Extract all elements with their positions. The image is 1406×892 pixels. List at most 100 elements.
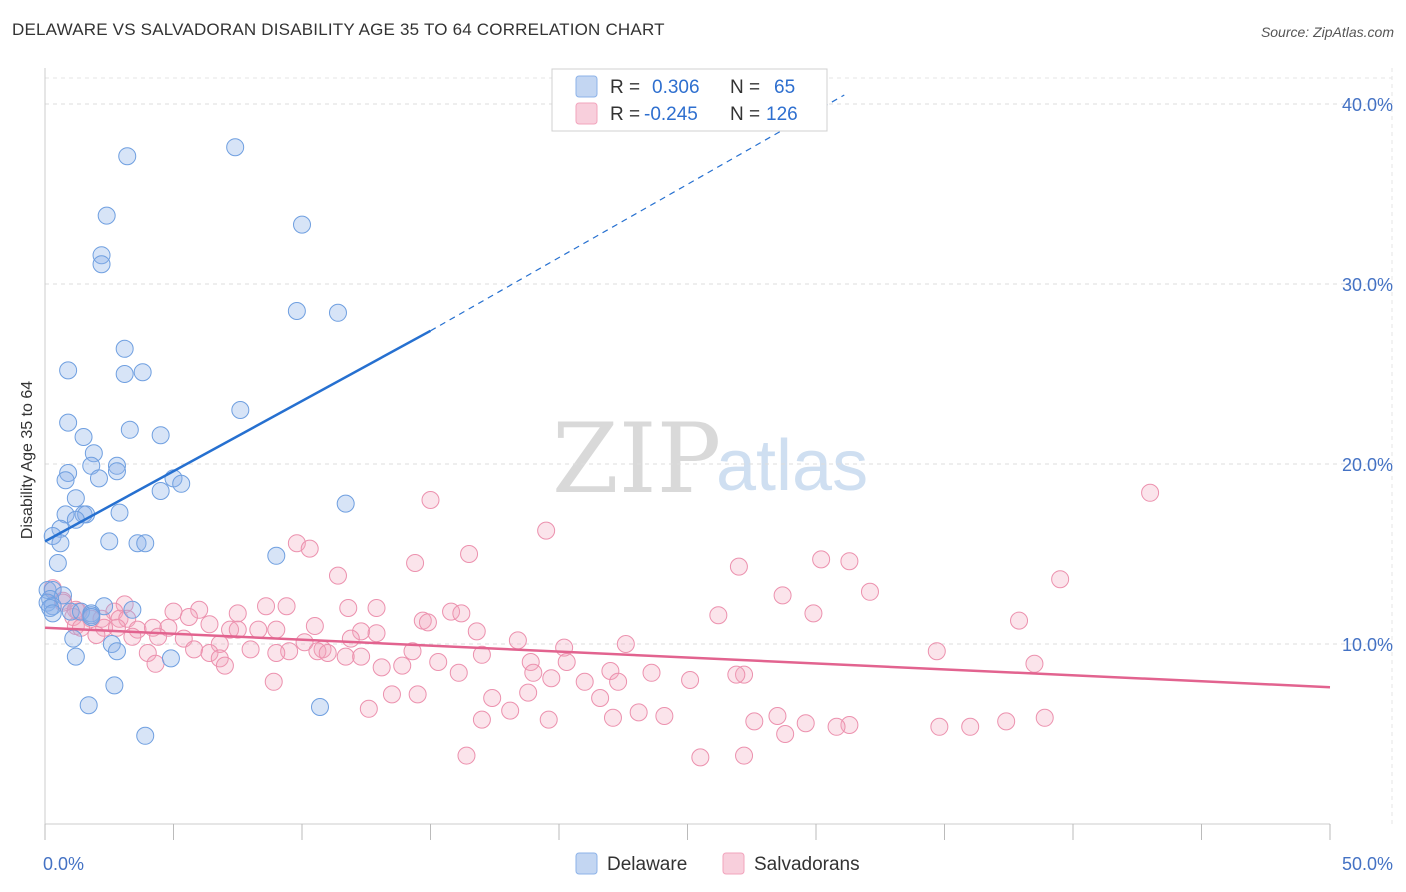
salvadorans-point-97 xyxy=(727,665,746,684)
salvadorans-point-46 xyxy=(107,618,126,637)
salvadorans-point-45 xyxy=(95,618,114,637)
salvadorans-point-8 xyxy=(729,557,748,576)
salvadorans-point-55 xyxy=(367,624,386,643)
delaware-point-25 xyxy=(172,474,191,493)
salvadorans-trendline xyxy=(44,626,1331,689)
y-tick-label-2: 30.0% xyxy=(1342,275,1393,295)
salvadorans-point-83 xyxy=(521,653,540,671)
salvadorans-point-14 xyxy=(773,586,792,605)
salvadorans-point-32 xyxy=(179,608,198,626)
bottom-legend-label-salvadorans: Salvadorans xyxy=(754,854,860,875)
salvadorans-point-53 xyxy=(267,620,286,639)
delaware-point-47 xyxy=(43,597,62,616)
delaware-point-51 xyxy=(43,604,62,623)
y-tick-label-1: 20.0% xyxy=(1342,455,1393,475)
salvadorans-point-9 xyxy=(840,552,859,571)
bottom-legend-swatch-delaware xyxy=(575,852,598,875)
delaware-point-4 xyxy=(92,246,111,265)
delaware-point-10 xyxy=(115,365,134,383)
salvadorans-point-0 xyxy=(1141,483,1160,502)
salvadorans-point-117 xyxy=(961,717,980,736)
salvadorans-point-96 xyxy=(681,671,700,689)
salvadorans-point-119 xyxy=(776,725,795,743)
delaware-point-21 xyxy=(56,471,75,490)
salvadorans-point-11 xyxy=(1051,570,1070,589)
salvadorans-point-123 xyxy=(1035,708,1054,727)
bottom-legend-swatch-salvadorans xyxy=(722,852,745,875)
salvadorans-point-84 xyxy=(557,653,576,671)
watermark-atlas: atlas xyxy=(716,426,868,506)
delaware-point-19 xyxy=(107,456,126,475)
salvadorans-point-30 xyxy=(709,606,728,625)
legend-n-label-delaware: N = xyxy=(730,77,760,98)
salvadorans-point-87 xyxy=(372,658,391,677)
y-tick-label-3: 40.0% xyxy=(1342,95,1393,115)
delaware-point-16 xyxy=(151,426,170,445)
salvadorans-point-94 xyxy=(524,663,543,682)
delaware-point-5 xyxy=(92,255,111,274)
legend-swatch-delaware xyxy=(575,75,598,98)
salvadorans-point-62 xyxy=(341,629,360,648)
salvadorans-point-31 xyxy=(804,604,823,623)
delaware-point-60 xyxy=(66,647,85,666)
salvadorans-point-77 xyxy=(336,647,355,666)
delaware-point-0 xyxy=(118,147,137,166)
salvadorans-point-111 xyxy=(768,707,787,725)
salvadorans-point-7 xyxy=(812,550,831,569)
delaware-point-65 xyxy=(136,726,155,745)
salvadorans-point-105 xyxy=(591,689,610,707)
legend-swatch-salvadorans xyxy=(575,102,598,125)
salvadorans-point-18 xyxy=(257,597,276,616)
salvadorans-point-103 xyxy=(382,685,401,704)
watermark: ZIP atlas xyxy=(552,403,868,515)
salvadorans-point-4 xyxy=(300,539,319,558)
salvadorans-point-61 xyxy=(295,633,314,652)
delaware-trendline xyxy=(44,329,432,543)
delaware-point-36 xyxy=(51,534,70,553)
salvadorans-point-59 xyxy=(149,627,168,646)
delaware-point-64 xyxy=(79,696,98,715)
salvadorans-point-118 xyxy=(997,712,1016,731)
salvadorans-point-27 xyxy=(228,604,247,623)
delaware-point-23 xyxy=(107,462,126,481)
salvadorans-point-122 xyxy=(735,746,754,765)
salvadorans-point-104 xyxy=(483,689,502,707)
salvadorans-point-107 xyxy=(655,707,674,725)
delaware-trendline-extension xyxy=(430,94,845,332)
salvadorans-point-40 xyxy=(1010,611,1029,630)
delaware-point-56 xyxy=(82,608,101,626)
salvadorans-point-100 xyxy=(264,672,283,691)
delaware-point-6 xyxy=(287,302,306,320)
delaware-point-20 xyxy=(59,464,78,482)
delaware-point-57 xyxy=(64,629,83,648)
salvadorans-point-121 xyxy=(691,748,710,767)
salvadorans-point-109 xyxy=(501,701,520,720)
salvadorans-point-86 xyxy=(215,656,234,675)
salvadorans-point-41 xyxy=(200,615,219,634)
salvadorans-point-13 xyxy=(860,582,879,601)
salvadorans-point-5 xyxy=(460,545,479,563)
y-tick-label-0: 10.0% xyxy=(1342,635,1393,655)
legend-r-value-salvadorans: -0.245 xyxy=(644,104,698,125)
delaware-points xyxy=(38,138,355,745)
legend-n-value-salvadorans: 126 xyxy=(766,104,798,125)
salvadorans-point-75 xyxy=(267,644,286,662)
delaware-point-62 xyxy=(105,676,124,695)
delaware-point-39 xyxy=(136,534,155,553)
salvadorans-point-6 xyxy=(406,554,425,572)
salvadorans-point-101 xyxy=(408,685,427,704)
delaware-point-63 xyxy=(310,698,329,716)
salvadorans-point-20 xyxy=(339,599,358,617)
salvadorans-point-91 xyxy=(735,665,754,684)
salvadorans-point-39 xyxy=(418,613,437,632)
watermark-zip: ZIP xyxy=(552,403,721,515)
salvadorans-point-1 xyxy=(421,491,440,509)
chart-title: DELAWARE VS SALVADORAN DISABILITY AGE 35… xyxy=(12,20,665,39)
salvadorans-point-10 xyxy=(328,566,347,585)
salvadorans-point-51 xyxy=(228,620,247,639)
salvadorans-point-68 xyxy=(241,640,260,659)
salvadorans-point-99 xyxy=(609,672,628,691)
delaware-point-52 xyxy=(61,602,80,621)
salvadorans-point-63 xyxy=(508,631,527,650)
salvadorans-point-64 xyxy=(616,635,635,653)
